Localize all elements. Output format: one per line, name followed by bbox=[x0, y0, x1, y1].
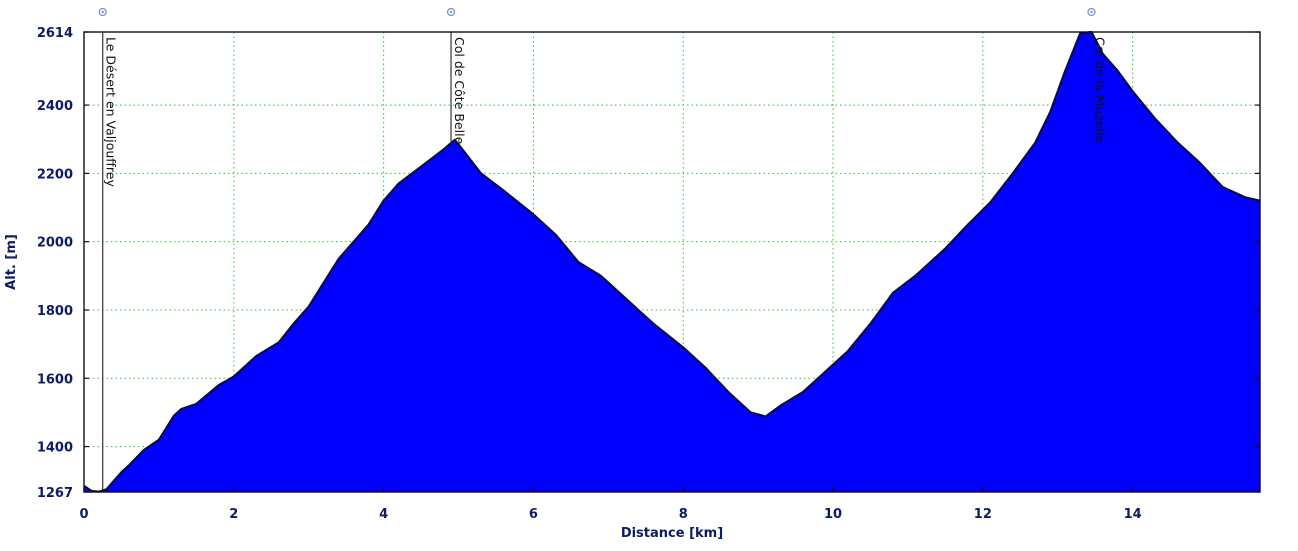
x-tick-label: 2 bbox=[229, 507, 238, 522]
y-tick-label: 2614 bbox=[37, 26, 73, 41]
x-tick-label: 14 bbox=[1124, 507, 1142, 522]
x-axis-ticks: 0 2 4 6 8 10 12 14 bbox=[79, 487, 1142, 522]
y-tick-label: 1600 bbox=[37, 372, 73, 387]
y-axis-ticks: 1267 1400 1600 1800 2000 2200 2400 2614 bbox=[37, 26, 1260, 501]
poi-marker-icon[interactable] bbox=[98, 7, 107, 17]
plot-frame bbox=[83, 31, 1261, 493]
poi-marker-dot bbox=[449, 10, 453, 14]
poi-markers: Le Désert en Valjouffrey Col de Côte Bell… bbox=[98, 7, 1107, 491]
y-tick-label: 1400 bbox=[37, 441, 73, 456]
x-axis-label: Distance [km] bbox=[621, 526, 723, 541]
x-tick-label: 8 bbox=[679, 507, 688, 522]
elevation-line bbox=[83, 30, 1261, 493]
y-tick-label: 1267 bbox=[37, 486, 73, 501]
elevation-fill bbox=[84, 32, 1260, 492]
poi-marker-dot bbox=[101, 10, 104, 14]
elevation-area bbox=[83, 30, 1261, 493]
poi-label: Le Désert en Valjouffrey bbox=[104, 37, 119, 187]
poi-label: Col de la Muzelle bbox=[1092, 37, 1107, 143]
x-tick-label: 6 bbox=[529, 507, 538, 522]
x-tick-label: 12 bbox=[974, 507, 992, 522]
x-tick-label: 10 bbox=[824, 507, 842, 522]
y-axis-label: Alt. [m] bbox=[4, 234, 19, 290]
x-tick-label: 0 bbox=[79, 507, 88, 522]
poi-label: Col de Côte Belle bbox=[452, 37, 467, 145]
y-tick-label: 2200 bbox=[37, 167, 73, 182]
y-tick-label: 2000 bbox=[37, 236, 73, 251]
y-tick-label: 1800 bbox=[37, 304, 73, 319]
poi-marker-icon[interactable] bbox=[446, 7, 456, 17]
poi-marker-icon[interactable] bbox=[1087, 7, 1096, 17]
poi-marker-dot bbox=[1090, 10, 1093, 14]
y-tick-label: 2400 bbox=[37, 99, 73, 114]
x-tick-label: 4 bbox=[379, 507, 388, 522]
